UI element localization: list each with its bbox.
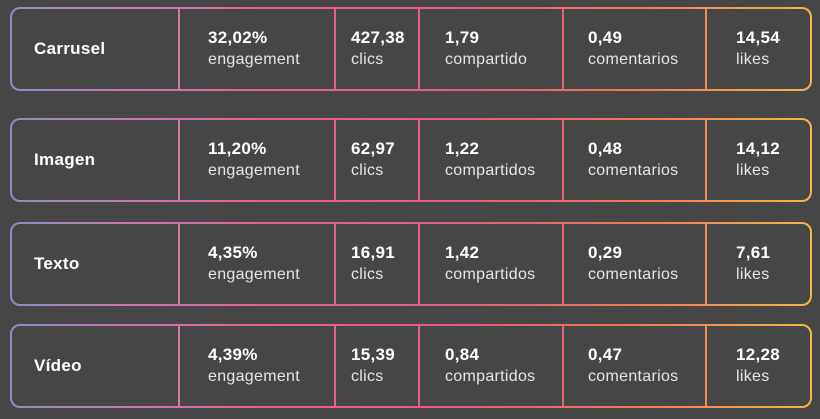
likes-unit: likes: [736, 368, 770, 385]
column-divider: [334, 326, 336, 406]
compartidos-value: 1,79: [445, 28, 480, 47]
engagement-unit: engagement: [208, 51, 300, 68]
compartidos-metric: 1,22 compartidos: [445, 138, 535, 182]
column-divider: [705, 224, 707, 304]
engagement-metric: 11,20% engagement: [208, 138, 300, 182]
clics-unit: clics: [351, 266, 384, 283]
compartidos-value: 1,22: [445, 139, 480, 158]
column-divider: [178, 9, 180, 89]
likes-value: 7,61: [736, 243, 771, 262]
engagement-unit: engagement: [208, 162, 300, 179]
engagement-metric: 4,35% engagement: [208, 242, 300, 286]
engagement-value: 4,39%: [208, 345, 258, 364]
likes-value: 14,12: [736, 139, 781, 158]
clics-metric: 15,39 clics: [351, 344, 395, 388]
comentarios-value: 0,48: [588, 139, 623, 158]
clics-metric: 427,38 clics: [351, 27, 405, 71]
column-divider: [562, 224, 564, 304]
row-label: Texto: [34, 254, 80, 273]
engagement-value: 11,20%: [208, 139, 267, 158]
comentarios-metric: 0,29 comentarios: [588, 242, 678, 286]
comentarios-value: 0,29: [588, 243, 623, 262]
compartidos-value: 0,84: [445, 345, 480, 364]
likes-metric: 14,54 likes: [736, 27, 780, 71]
engagement-metric: 4,39% engagement: [208, 344, 300, 388]
compartidos-metric: 1,79 compartido: [445, 27, 527, 71]
likes-metric: 12,28 likes: [736, 344, 780, 388]
likes-unit: likes: [736, 266, 770, 283]
compartidos-value: 1,42: [445, 243, 480, 262]
likes-metric: 7,61 likes: [736, 242, 770, 286]
column-divider: [705, 120, 707, 200]
column-divider: [418, 9, 420, 89]
column-divider: [705, 9, 707, 89]
column-divider: [418, 326, 420, 406]
compartidos-metric: 1,42 compartidos: [445, 242, 535, 286]
clics-value: 16,91: [351, 243, 396, 262]
row-label: Carrusel: [34, 39, 106, 58]
column-divider: [418, 120, 420, 200]
column-divider: [562, 326, 564, 406]
clics-unit: clics: [351, 368, 384, 385]
column-divider: [178, 326, 180, 406]
column-divider: [334, 120, 336, 200]
compartidos-unit: compartidos: [445, 162, 536, 179]
clics-unit: clics: [351, 51, 384, 68]
compartidos-metric: 0,84 compartidos: [445, 344, 535, 388]
stats-row-texto: Texto 4,35% engagement 16,91 clics 1,42 …: [10, 222, 812, 306]
likes-unit: likes: [736, 162, 770, 179]
engagement-unit: engagement: [208, 368, 300, 385]
row-label: Vídeo: [34, 356, 82, 375]
engagement-value: 4,35%: [208, 243, 258, 262]
comentarios-unit: comentarios: [588, 162, 679, 179]
likes-unit: likes: [736, 51, 770, 68]
comentarios-metric: 0,48 comentarios: [588, 138, 678, 182]
clics-metric: 62,97 clics: [351, 138, 395, 182]
comentarios-metric: 0,47 comentarios: [588, 344, 678, 388]
comentarios-unit: comentarios: [588, 266, 679, 283]
column-divider: [562, 120, 564, 200]
clics-value: 427,38: [351, 28, 405, 47]
stats-row-video: Vídeo 4,39% engagement 15,39 clics 0,84 …: [10, 324, 812, 408]
column-divider: [178, 120, 180, 200]
column-divider: [562, 9, 564, 89]
compartidos-unit: compartidos: [445, 368, 536, 385]
column-divider: [178, 224, 180, 304]
row-label: Imagen: [34, 150, 96, 169]
engagement-metric: 32,02% engagement: [208, 27, 300, 71]
column-divider: [705, 326, 707, 406]
comentarios-value: 0,49: [588, 28, 623, 47]
clics-unit: clics: [351, 162, 384, 179]
clics-value: 62,97: [351, 139, 396, 158]
column-divider: [334, 9, 336, 89]
engagement-value: 32,02%: [208, 28, 268, 47]
compartidos-unit: compartidos: [445, 266, 536, 283]
stats-row-carrusel: Carrusel 32,02% engagement 427,38 clics …: [10, 7, 812, 91]
comentarios-metric: 0,49 comentarios: [588, 27, 678, 71]
likes-value: 14,54: [736, 28, 781, 47]
stats-row-imagen: Imagen 11,20% engagement 62,97 clics 1,2…: [10, 118, 812, 202]
compartidos-unit: compartido: [445, 51, 528, 68]
likes-value: 12,28: [736, 345, 781, 364]
clics-value: 15,39: [351, 345, 396, 364]
clics-metric: 16,91 clics: [351, 242, 395, 286]
comentarios-value: 0,47: [588, 345, 623, 364]
engagement-unit: engagement: [208, 266, 300, 283]
comentarios-unit: comentarios: [588, 368, 679, 385]
likes-metric: 14,12 likes: [736, 138, 780, 182]
column-divider: [418, 224, 420, 304]
comentarios-unit: comentarios: [588, 51, 679, 68]
column-divider: [334, 224, 336, 304]
